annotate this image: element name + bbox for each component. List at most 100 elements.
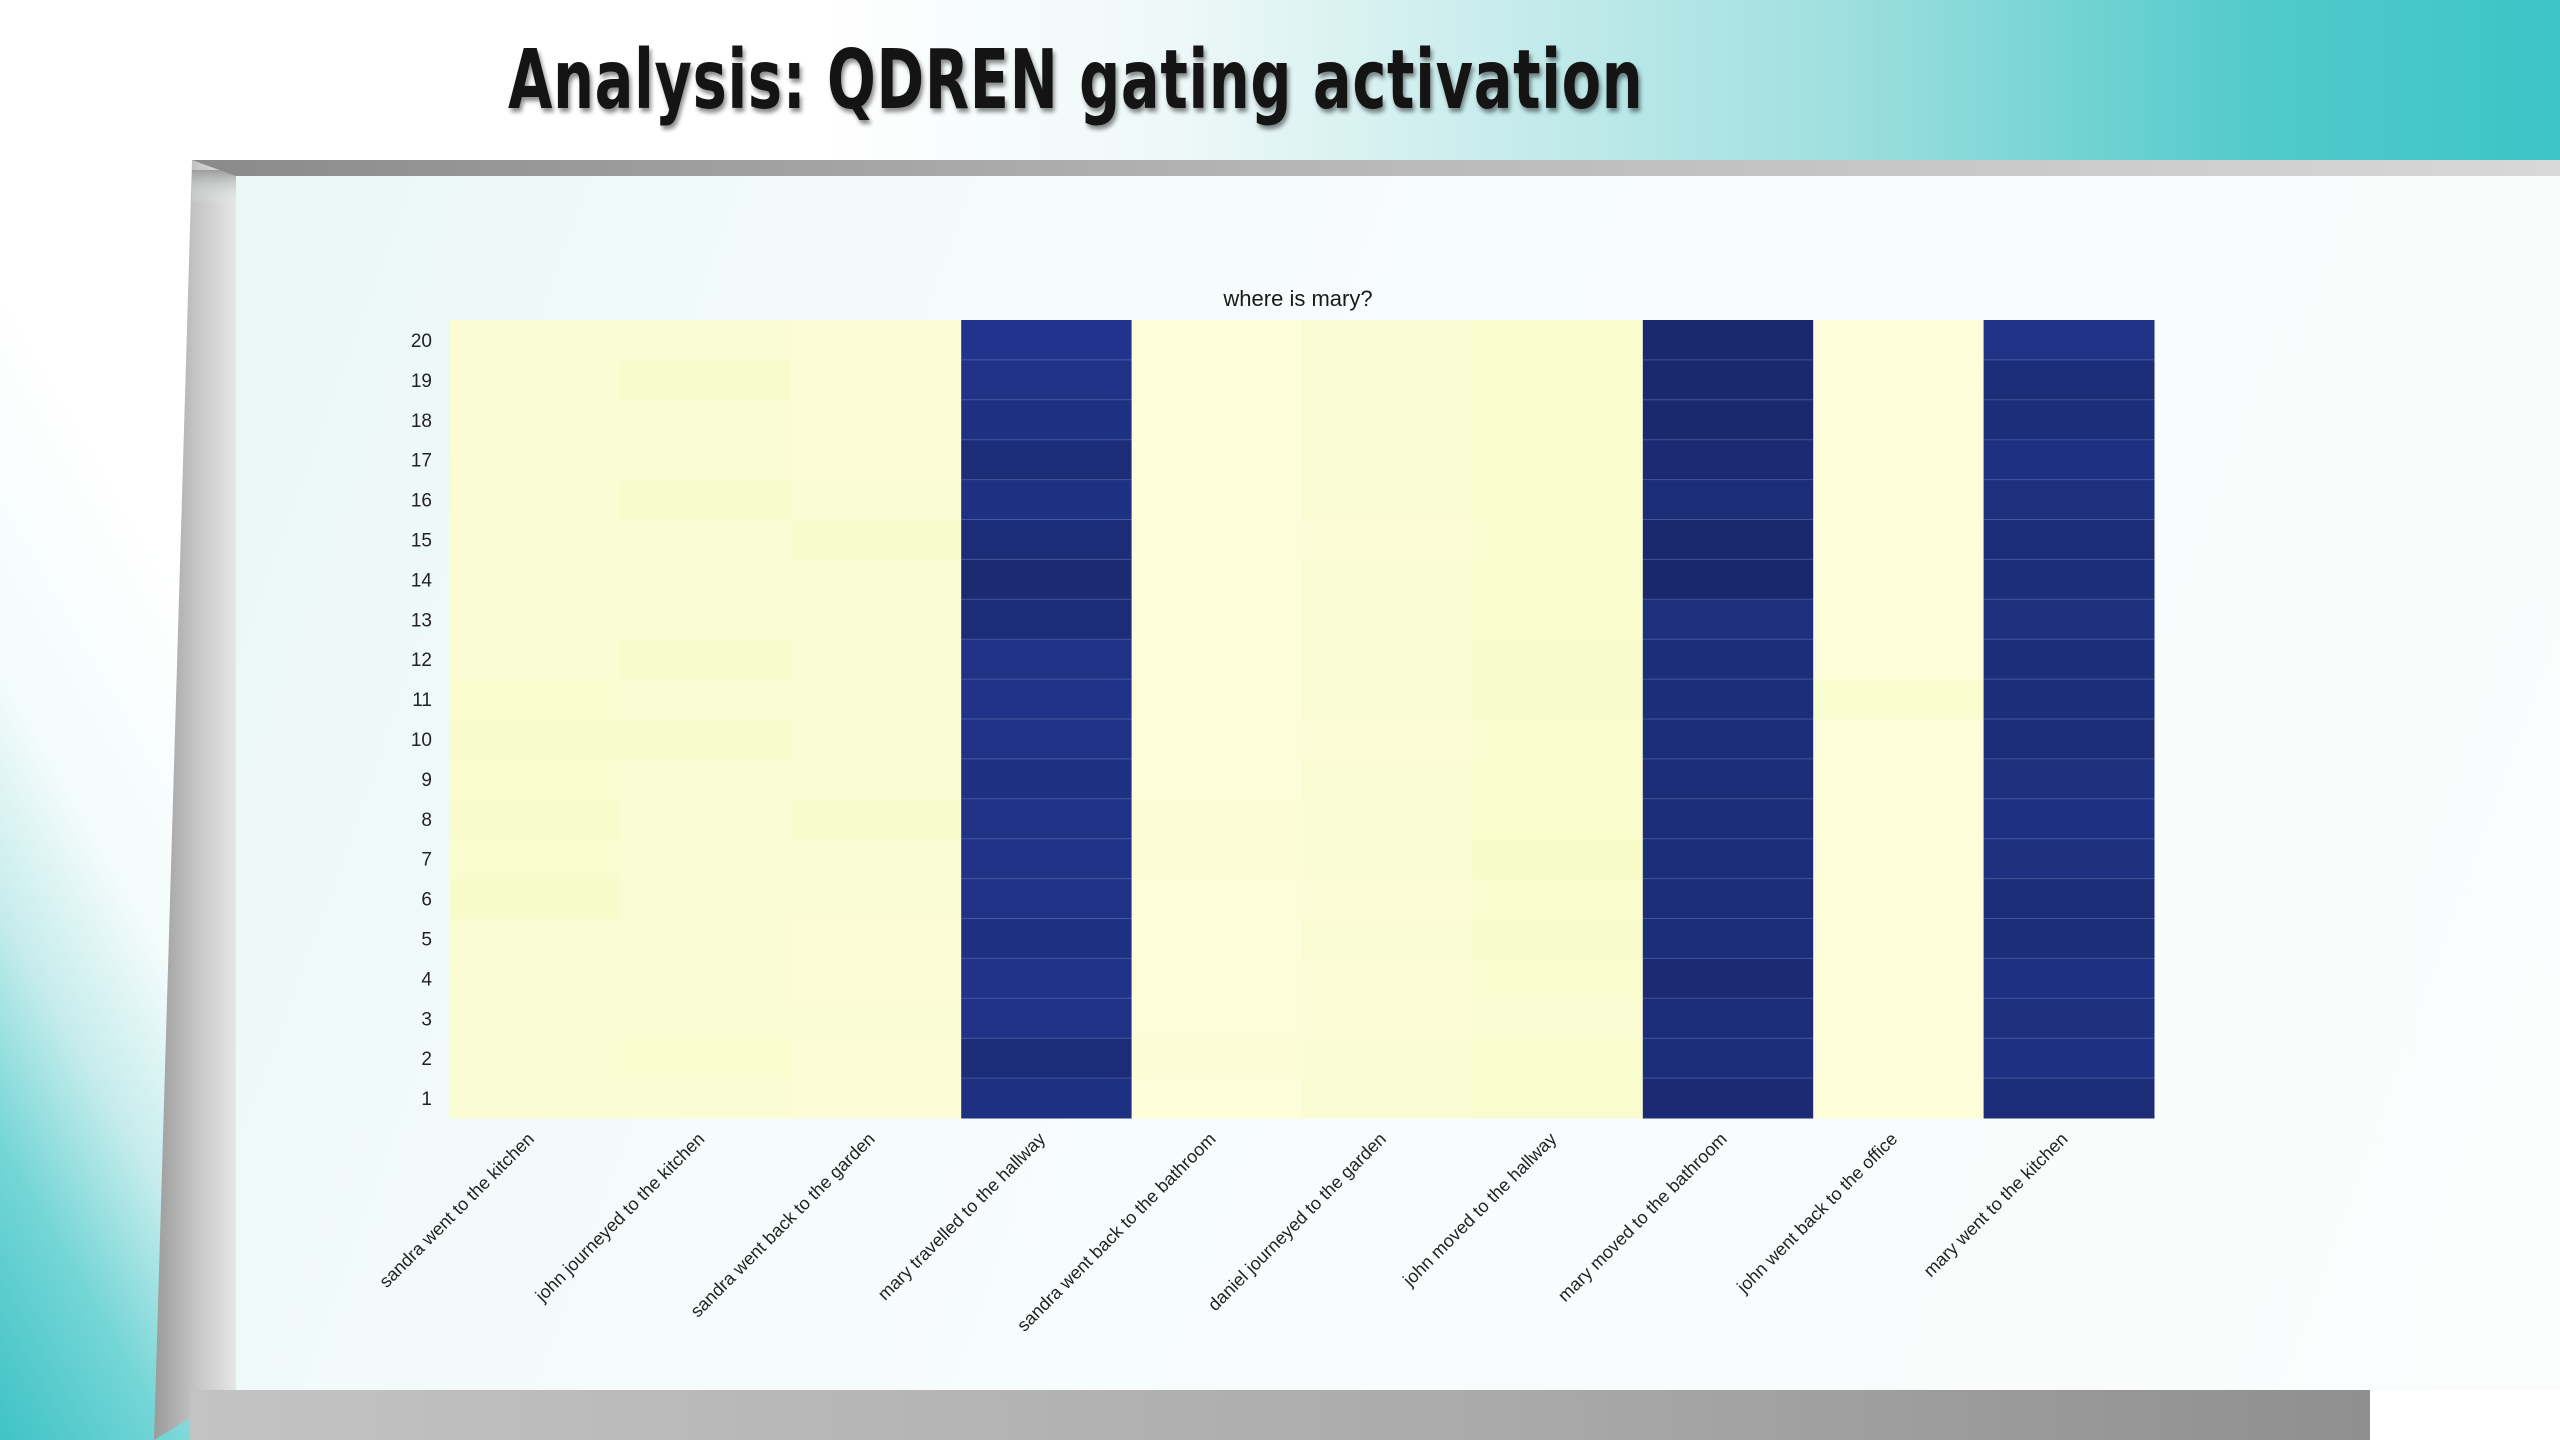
y-tick-label: 20 <box>411 331 432 352</box>
page-title: Analysis: QDREN gating activation <box>508 33 1644 128</box>
heatmap-cell <box>1983 599 2155 640</box>
heatmap-cell <box>961 359 1133 401</box>
heatmap-cell <box>961 838 1133 880</box>
heatmap-cell <box>620 639 792 680</box>
heatmap-cell <box>620 559 792 600</box>
heatmap-cell <box>790 918 962 959</box>
heatmap-cell <box>1642 519 1814 560</box>
heatmap-cell <box>1302 758 1473 800</box>
y-tick-label: 5 <box>421 929 432 950</box>
heatmap-cell <box>450 1078 621 1119</box>
heatmap-cell <box>1131 320 1303 361</box>
heatmap-cell <box>1472 878 1644 919</box>
heatmap-cell <box>1642 679 1814 720</box>
heatmap-cell <box>1983 479 2155 520</box>
heatmap-cell <box>1302 1078 1473 1119</box>
heatmap-cell <box>1302 639 1473 680</box>
heatmap-cells <box>450 320 2155 1119</box>
heatmap-cell <box>961 439 1133 481</box>
heatmap-cell <box>790 439 962 481</box>
heatmap-cell <box>961 320 1133 361</box>
heatmap-cell <box>1302 838 1473 880</box>
heatmap-cell <box>450 798 621 840</box>
heatmap-cell <box>450 599 621 640</box>
heatmap-cell <box>1472 758 1644 800</box>
heatmap-cell <box>1813 878 1985 919</box>
y-tick-label: 18 <box>411 411 432 432</box>
heatmap-cell <box>1642 998 1814 1039</box>
x-tick-label: daniel journeyed to the garden <box>1204 1129 1390 1315</box>
heatmap-cell <box>1642 359 1814 401</box>
heatmap-cell <box>450 320 621 361</box>
heatmap-cell <box>1131 918 1303 959</box>
heatmap-cell <box>1983 639 2155 680</box>
heatmap-cell <box>790 599 962 640</box>
heatmap-cell <box>1472 998 1644 1039</box>
heatmap-cell <box>1302 998 1473 1039</box>
heatmap-cell <box>1813 719 1985 760</box>
heatmap-cell <box>1642 838 1814 880</box>
heatmap-cell <box>1131 359 1303 401</box>
heatmap-cell <box>1131 958 1303 999</box>
heatmap-cell <box>1642 599 1814 640</box>
heatmap-cell <box>620 918 792 959</box>
heatmap-cell <box>961 878 1133 919</box>
heatmap-cell <box>620 719 792 760</box>
y-tick-label: 6 <box>421 890 432 911</box>
heatmap-cell <box>1302 1038 1473 1079</box>
heatmap-cell <box>1983 918 2155 959</box>
heatmap-cell <box>1983 878 2155 919</box>
heatmap-cell <box>1302 359 1473 401</box>
y-tick-label: 19 <box>411 371 432 392</box>
heatmap-cell <box>1813 1038 1985 1079</box>
heatmap-cell <box>790 399 962 441</box>
heatmap-cell <box>1642 758 1814 800</box>
heatmap-cell <box>961 1038 1133 1079</box>
heatmap-cell <box>450 679 621 720</box>
y-tick-label: 1 <box>421 1089 432 1110</box>
heatmap-cell <box>1131 479 1303 520</box>
heatmap-cell <box>1642 639 1814 680</box>
heatmap-cell <box>1472 719 1644 760</box>
heatmap-cell <box>961 998 1133 1039</box>
heatmap-cell <box>961 1078 1133 1119</box>
heatmap-cell <box>790 798 962 840</box>
heatmap-cell <box>1131 798 1303 840</box>
heatmap-cell <box>1813 958 1985 999</box>
heatmap-cell <box>790 320 962 361</box>
heatmap-cell <box>1131 439 1303 481</box>
heatmap-cell <box>961 679 1133 720</box>
heatmap-cell <box>1131 1078 1303 1119</box>
heatmap-cell <box>450 878 621 919</box>
heatmap-cell <box>1131 838 1303 880</box>
y-tick-label: 14 <box>411 570 433 591</box>
x-tick-label: john went back to the office <box>1732 1129 1901 1298</box>
heatmap-cell <box>1131 599 1303 640</box>
slide-footer-bar <box>190 1390 2370 1440</box>
heatmap-cell <box>790 719 962 760</box>
heatmap-cell <box>450 479 621 520</box>
heatmap-cell <box>961 479 1133 520</box>
heatmap-cell <box>1642 1038 1814 1079</box>
heatmap-cell <box>1983 439 2155 481</box>
heatmap-cell <box>1302 479 1473 520</box>
heatmap-cell <box>1302 519 1473 560</box>
heatmap-cell <box>1131 639 1303 680</box>
heatmap-cell <box>790 559 962 600</box>
heatmap-cell <box>620 958 792 999</box>
heatmap-cell <box>1642 878 1814 919</box>
heatmap-cell <box>961 918 1133 959</box>
heatmap-cell <box>1472 838 1644 880</box>
heatmap-cell <box>1983 1038 2155 1079</box>
heatmap-cell <box>961 639 1133 680</box>
heatmap-cell <box>450 838 621 880</box>
x-tick-label: sandra went to the kitchen <box>375 1129 538 1292</box>
heatmap-cell <box>620 1078 792 1119</box>
heatmap-cell <box>450 519 621 560</box>
y-tick-label: 16 <box>411 491 432 512</box>
heatmap-cell <box>1642 439 1814 481</box>
heatmap-cell <box>1131 399 1303 441</box>
heatmap-cell <box>1813 798 1985 840</box>
heatmap-cell <box>1472 639 1644 680</box>
